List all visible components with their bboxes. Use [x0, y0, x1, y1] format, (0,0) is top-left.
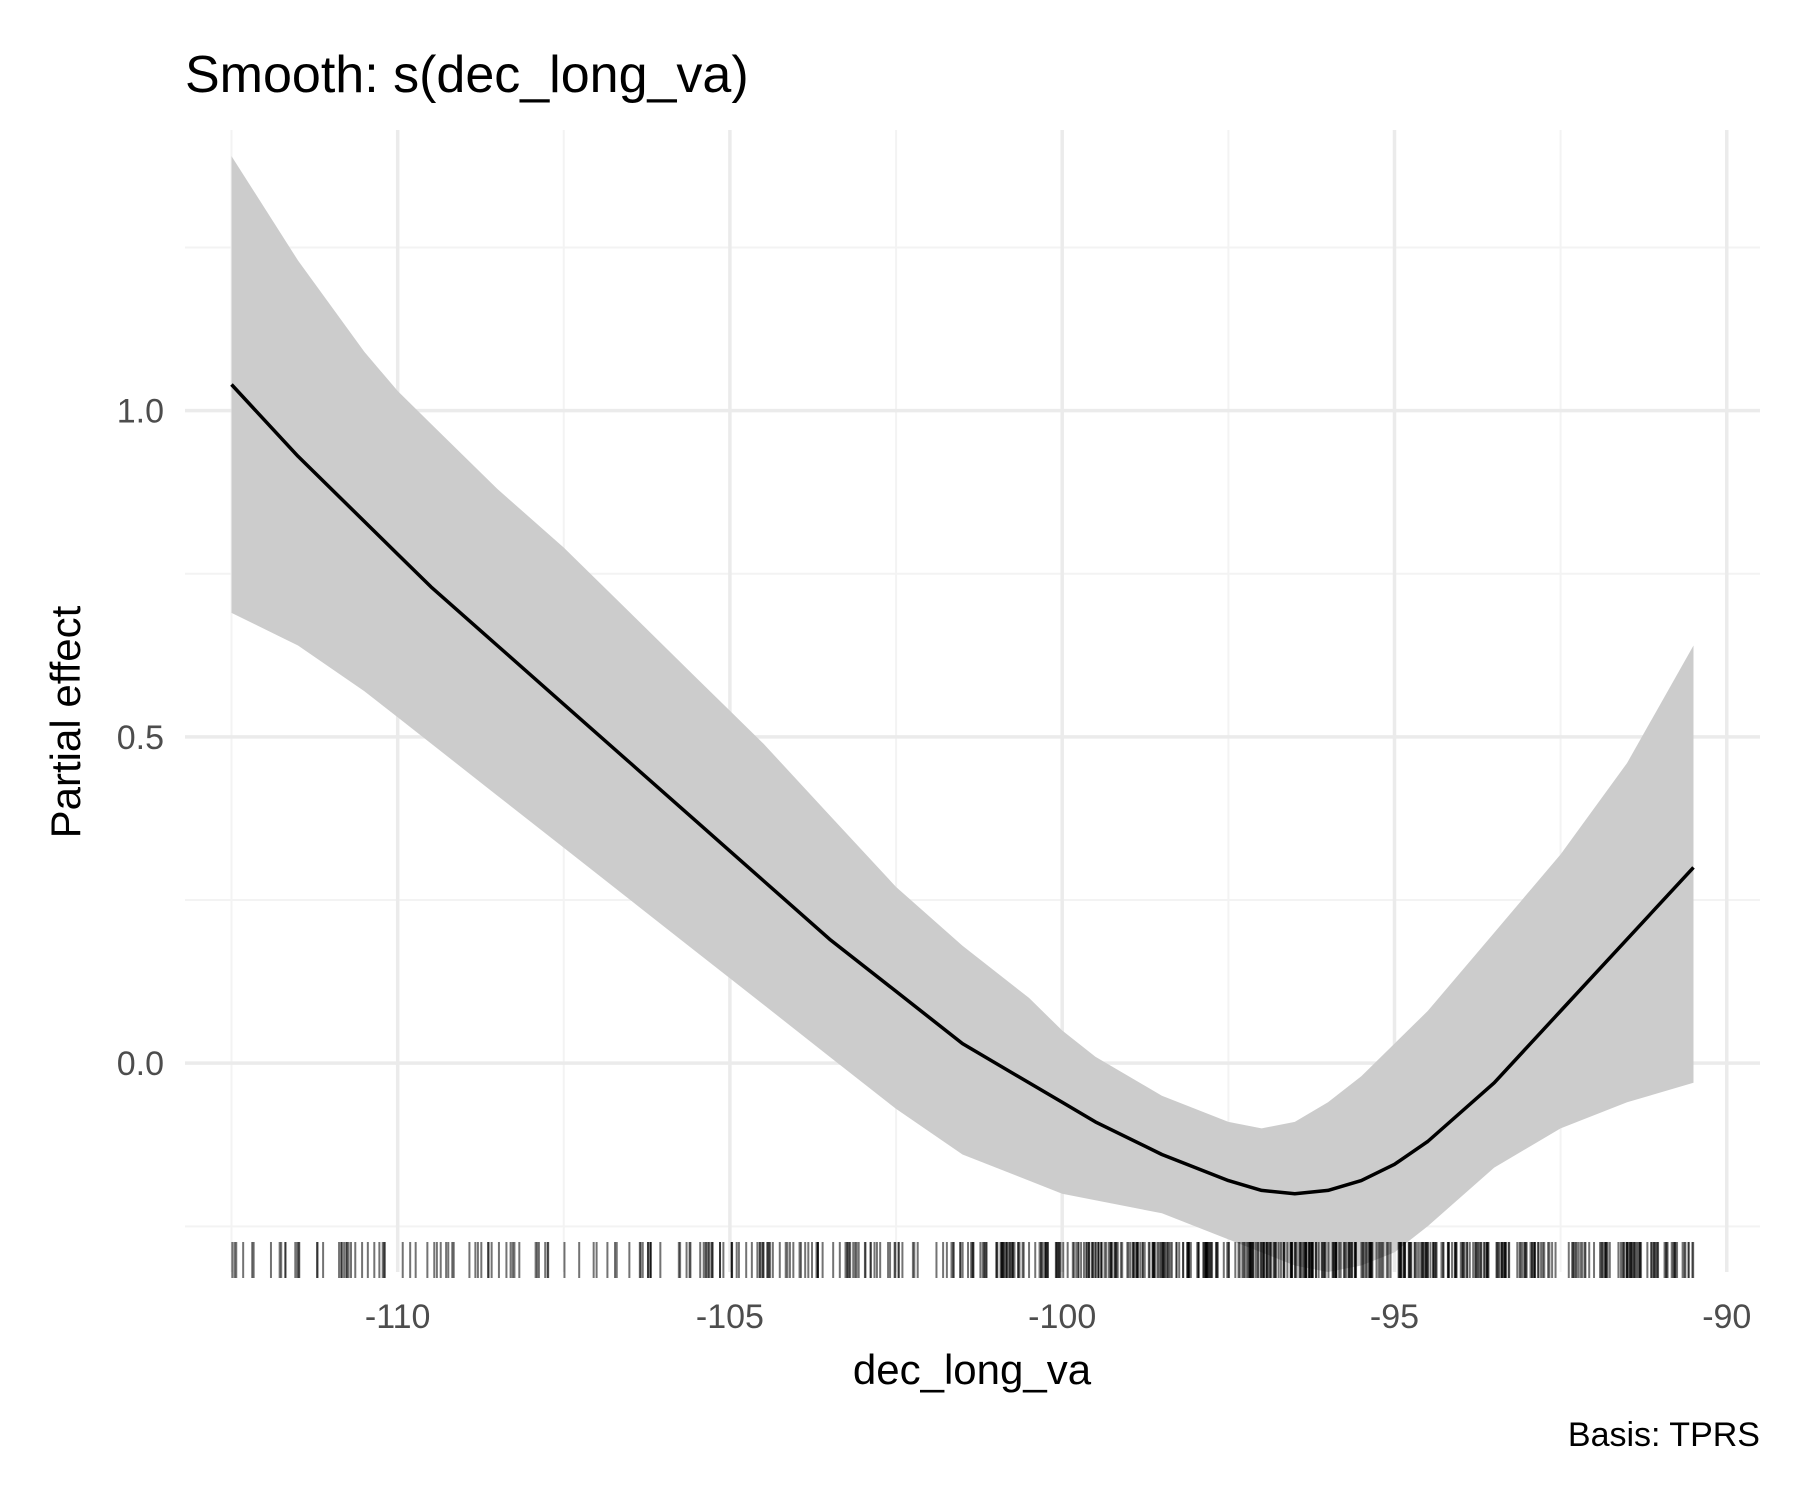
- y-axis-label: Partial effect: [42, 605, 89, 838]
- line-layer: [230, 383, 1695, 1196]
- x-axis-label: dec_long_va: [853, 1346, 1092, 1393]
- x-tick-label: -95: [1370, 1298, 1419, 1336]
- rug-layer: [231, 1242, 1695, 1278]
- x-tick-label: -90: [1702, 1298, 1751, 1336]
- chart-caption: Basis: TPRS: [1568, 1416, 1760, 1454]
- x-tick-label: -100: [1028, 1298, 1096, 1336]
- y-tick-label: 0.0: [117, 1045, 164, 1083]
- y-tick-label: 1.0: [117, 393, 164, 431]
- chart-title: Smooth: s(dec_long_va): [185, 46, 749, 104]
- confidence-ribbon: [231, 156, 1694, 1273]
- y-tick-label: 0.5: [117, 719, 164, 757]
- smooth-line: [230, 383, 1695, 1196]
- x-tick-label: -110: [365, 1298, 431, 1336]
- tick-layer: -110 -105 -100 -95 -90 0.0 0.5 1.0: [117, 393, 1752, 1336]
- ribbon-layer: [231, 156, 1694, 1273]
- x-tick-label: -105: [696, 1298, 764, 1336]
